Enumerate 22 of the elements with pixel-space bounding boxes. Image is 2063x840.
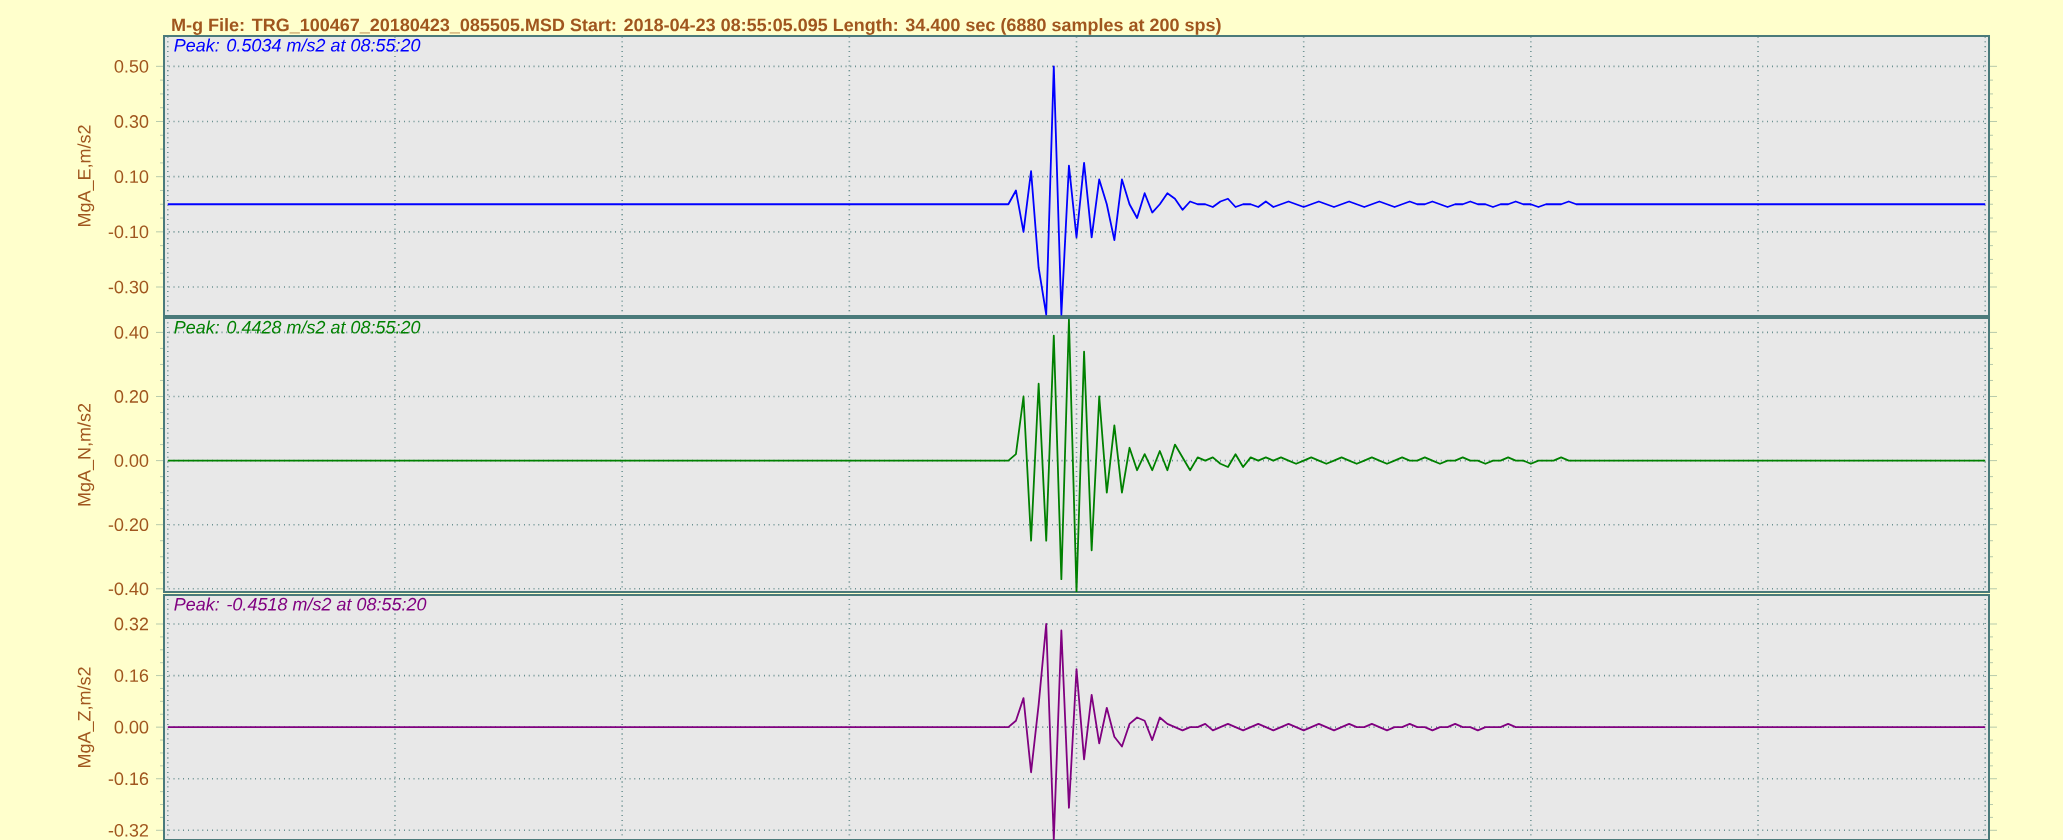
y-tick-label: -0.40: [108, 582, 149, 596]
y-tick-label: -0.10: [108, 225, 149, 239]
y-tick-label: 0.10: [114, 170, 149, 184]
y-tick-label: 0.30: [114, 115, 149, 128]
y-tick-label: 0.00: [114, 720, 149, 734]
chart-title: M-g File: TRG_100467_20180423_085505.MSD Start: 2018-04-23 08:55:05.095 Length: 34.400 sec (6880 samples at 200 sps): [172, 18, 1221, 35]
y-tick-label: 0.40: [114, 326, 149, 339]
y-tick-label: 0.50: [114, 59, 149, 73]
y-tick-label: -0.32: [108, 823, 149, 837]
annotation: Peak: -0.4518 m/s2 at 08:55:20: [174, 597, 427, 611]
y-tick-label: 0.32: [114, 617, 149, 631]
y-tick-label: -0.16: [108, 772, 149, 786]
y-axis-title: MgA_E,m/s2: [77, 125, 95, 227]
y-axis-title: MgA_Z,m/s2: [77, 667, 95, 768]
y-tick-label: 0.20: [114, 390, 149, 403]
y-tick-label: -0.30: [108, 280, 149, 294]
annotation: Peak: 0.5034 m/s2 at 08:55:20: [174, 38, 421, 52]
y-tick-label: 0.16: [114, 669, 149, 682]
y-tick-label: 0.00: [114, 454, 149, 467]
y-tick-label: -0.20: [108, 518, 149, 532]
annotation: Peak: 0.4428 m/s2 at 08:55:20: [174, 320, 421, 334]
y-axis-title: MgA_N,m/s2: [77, 403, 95, 506]
